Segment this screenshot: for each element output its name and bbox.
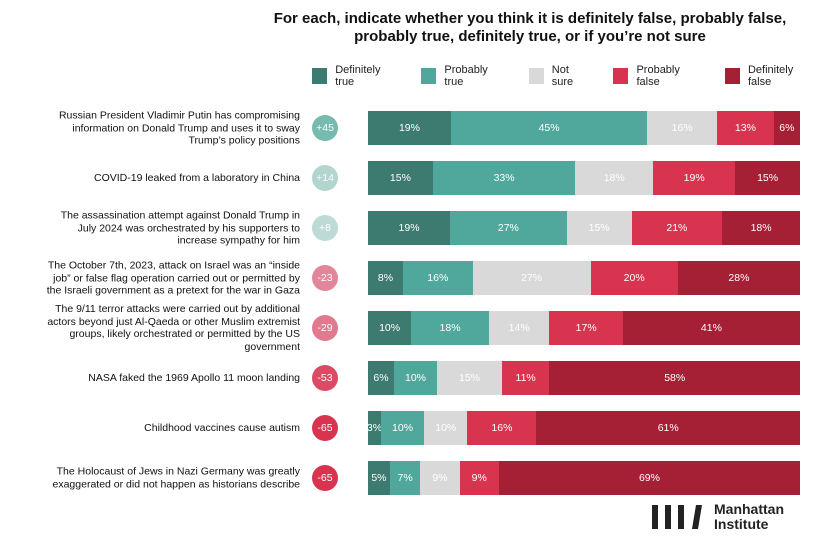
bar-segment: 20% — [590, 261, 678, 295]
bar-segment: 6% — [368, 361, 394, 395]
bar-segment: 41% — [622, 311, 800, 345]
bar-segment: 21% — [631, 211, 723, 245]
category-label: Russian President Vladimir Putin has com… — [58, 109, 300, 147]
bar-segment: 16% — [467, 411, 537, 445]
net-score: -65 — [312, 415, 338, 441]
bar-segment: 18% — [722, 211, 800, 245]
bar-segment: 58% — [549, 361, 800, 395]
legend-item: Probably true — [421, 64, 506, 88]
category-label: COVID-19 leaked from a laboratory in Chi… — [93, 171, 300, 184]
category-label: The assassination attempt against Donald… — [60, 209, 300, 247]
legend-swatch — [421, 68, 437, 84]
bar-segment: 45% — [450, 111, 648, 145]
category-label: NASA faked the 1969 Apollo 11 moon landi… — [88, 371, 300, 384]
legend-label: Probably true — [444, 64, 488, 88]
bar-segment: 17% — [549, 311, 623, 345]
bar-segment: 28% — [677, 261, 800, 295]
category-label: Childhood vaccines cause autism — [144, 421, 300, 434]
net-score: -29 — [312, 315, 338, 341]
bar-segment: 19% — [368, 111, 451, 145]
legend-swatch — [528, 68, 544, 84]
legend-item: Probably false — [613, 64, 703, 88]
bar-segment: 7% — [389, 461, 421, 495]
legend-item: Definitely false — [724, 64, 816, 88]
bar-segment: 33% — [432, 161, 576, 195]
legend-label: Definitely true — [335, 64, 381, 88]
bar-segment: 69% — [498, 461, 800, 495]
legend-label: Definitely false — [747, 64, 794, 88]
category-label: The October 7th, 2023, attack on Israel … — [46, 259, 300, 297]
logo-line: Manhattan — [714, 501, 784, 517]
logo-line: Institute — [714, 516, 769, 532]
bar-segment: 14% — [488, 311, 550, 345]
logo-icon — [652, 505, 702, 529]
bar-segment: 13% — [717, 111, 774, 145]
category-label: The 9/11 terror attacks were carried out… — [47, 303, 300, 353]
bar-segment: 9% — [459, 461, 499, 495]
bar-segment: 27% — [450, 211, 567, 245]
bar-segment: 19% — [653, 161, 736, 195]
legend-item: Definitely true — [312, 64, 399, 88]
bar-segment: 6% — [773, 111, 800, 145]
bar-segment: 10% — [368, 311, 412, 345]
net-score: +45 — [312, 115, 338, 141]
legend-item: Not sure — [528, 64, 592, 88]
legend-swatch — [312, 68, 328, 84]
net-score: +8 — [312, 215, 338, 241]
bar-segment: 16% — [647, 111, 718, 145]
bar-segment: 9% — [420, 461, 460, 495]
bar-segment: 18% — [411, 311, 489, 345]
bar-segment: 15% — [437, 361, 502, 395]
net-score: -65 — [312, 465, 338, 491]
bar-segment: 5% — [368, 461, 390, 495]
legend: Definitely true Probably true Not sure Prob… — [312, 64, 816, 88]
bar-segment: 10% — [380, 411, 425, 445]
net-score: -53 — [312, 365, 338, 391]
bar-segment: 16% — [402, 261, 473, 295]
category-label: The Holocaust of Jews in Nazi Germany wa… — [52, 465, 301, 491]
net-score: -23 — [312, 265, 338, 291]
bar-segment: 15% — [566, 211, 632, 245]
legend-label: Not sure — [551, 64, 574, 88]
legend-label: Probably false — [636, 64, 680, 88]
bar-segment: 19% — [368, 211, 451, 245]
bar-segment: 3% — [368, 411, 381, 445]
legend-swatch — [724, 68, 740, 84]
logo-text: Manhattan Institute — [714, 502, 784, 532]
legend-swatch — [613, 68, 629, 84]
bar-segment: 18% — [575, 161, 654, 195]
bar-segment: 15% — [368, 161, 433, 195]
bar-segment: 8% — [368, 261, 403, 295]
bar-segment: 27% — [472, 261, 591, 295]
bar-segment: 10% — [424, 411, 468, 445]
bar-segment: 11% — [501, 361, 550, 395]
bar-segment: 10% — [393, 361, 438, 395]
logo: Manhattan Institute — [652, 502, 784, 532]
bar-segment: 15% — [735, 161, 800, 195]
chart-title: For each, indicate whether you think it … — [273, 10, 787, 45]
net-score: +14 — [312, 165, 338, 191]
bar-segment: 61% — [536, 411, 800, 445]
